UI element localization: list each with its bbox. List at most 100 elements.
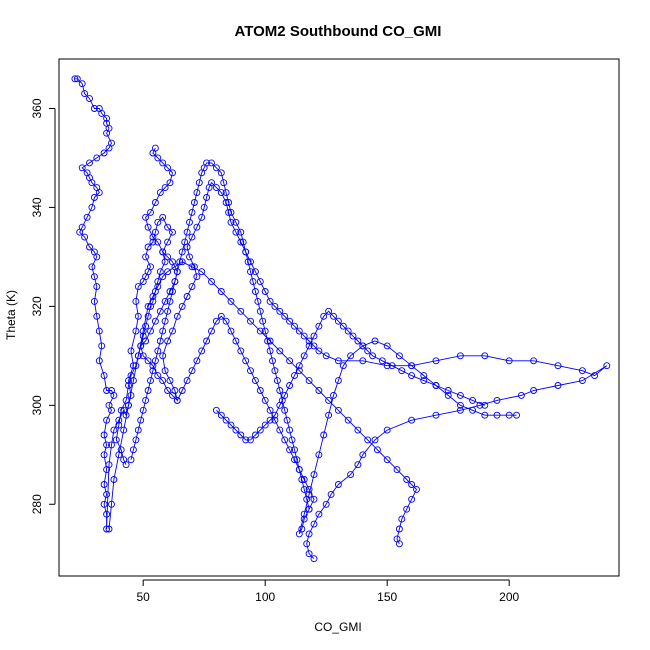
data-point xyxy=(227,327,235,335)
data-point xyxy=(364,436,372,444)
data-point xyxy=(254,297,262,305)
data-point xyxy=(305,530,313,538)
data-point xyxy=(300,485,308,493)
data-point xyxy=(142,213,150,221)
data-point xyxy=(271,302,279,310)
data-point xyxy=(161,297,169,305)
data-point xyxy=(103,114,111,122)
data-point xyxy=(134,426,142,434)
data-point xyxy=(481,411,489,419)
data-point xyxy=(476,401,484,409)
data-point xyxy=(232,337,240,345)
data-point xyxy=(354,426,362,434)
data-point xyxy=(359,357,367,365)
data-point xyxy=(156,337,164,345)
data-point xyxy=(242,248,250,256)
data-point xyxy=(413,485,420,493)
data-point xyxy=(281,406,289,414)
data-point xyxy=(198,213,206,221)
data-point xyxy=(237,307,245,315)
data-point xyxy=(71,75,79,83)
data-point xyxy=(554,382,562,389)
data-point xyxy=(183,377,191,385)
data-point xyxy=(90,105,98,112)
data-point xyxy=(149,233,157,241)
data-point xyxy=(222,317,230,325)
data-point xyxy=(603,362,611,370)
data-point xyxy=(420,372,428,380)
data-point xyxy=(193,189,201,197)
data-point xyxy=(217,312,225,320)
data-point xyxy=(95,327,103,335)
data-point xyxy=(469,396,477,404)
data-point xyxy=(283,416,291,424)
data-point xyxy=(217,411,225,419)
data-point xyxy=(281,312,289,320)
data-point xyxy=(310,342,318,350)
data-point xyxy=(139,406,147,414)
data-point xyxy=(295,466,303,474)
data-point xyxy=(456,391,464,399)
data-point xyxy=(310,520,318,528)
data-point xyxy=(305,505,313,513)
data-point xyxy=(408,495,416,503)
data-point xyxy=(286,426,294,434)
data-point xyxy=(132,297,140,305)
data-point xyxy=(281,436,289,444)
data-point xyxy=(303,540,311,548)
series-line-3 xyxy=(108,261,418,544)
data-point xyxy=(469,406,477,414)
data-point xyxy=(383,426,391,434)
data-point xyxy=(125,401,132,409)
data-point xyxy=(276,307,284,315)
data-point xyxy=(208,327,215,335)
data-point xyxy=(103,387,111,394)
data-point xyxy=(100,149,108,157)
data-point xyxy=(271,416,279,424)
data-point xyxy=(137,416,145,424)
data-point xyxy=(256,426,264,434)
data-point xyxy=(300,476,308,483)
data-point xyxy=(395,352,403,360)
data-point xyxy=(203,337,211,345)
x-tick-label: 100 xyxy=(255,590,275,604)
data-point xyxy=(220,179,228,187)
data-point xyxy=(334,481,342,488)
data-point xyxy=(291,446,298,454)
data-point xyxy=(105,525,113,533)
data-point xyxy=(98,342,106,350)
data-point xyxy=(115,421,123,429)
data-point xyxy=(227,297,235,305)
data-point xyxy=(315,347,323,355)
data-point xyxy=(256,307,264,315)
data-point xyxy=(178,302,186,310)
data-point xyxy=(325,307,333,315)
data-point xyxy=(310,332,318,340)
data-point xyxy=(83,213,91,221)
data-point xyxy=(76,228,84,236)
data-point xyxy=(183,293,191,300)
data-point xyxy=(222,199,230,206)
data-point xyxy=(383,342,391,350)
data-point xyxy=(142,253,150,261)
data-point xyxy=(242,436,250,444)
data-point xyxy=(117,406,125,414)
data-point xyxy=(444,391,452,399)
series-line-5 xyxy=(216,310,485,441)
data-point xyxy=(247,367,254,375)
data-point xyxy=(347,471,355,479)
data-point xyxy=(159,377,167,385)
data-point xyxy=(156,189,164,197)
data-point xyxy=(144,223,152,231)
data-point xyxy=(178,248,186,256)
data-point xyxy=(276,426,284,434)
data-point xyxy=(315,510,323,518)
data-point xyxy=(232,426,240,434)
data-point xyxy=(144,243,152,251)
data-point xyxy=(142,396,150,404)
data-point xyxy=(203,194,211,201)
data-point xyxy=(105,461,113,469)
data-point xyxy=(156,307,164,315)
data-point xyxy=(398,515,406,523)
data-point xyxy=(305,337,313,345)
